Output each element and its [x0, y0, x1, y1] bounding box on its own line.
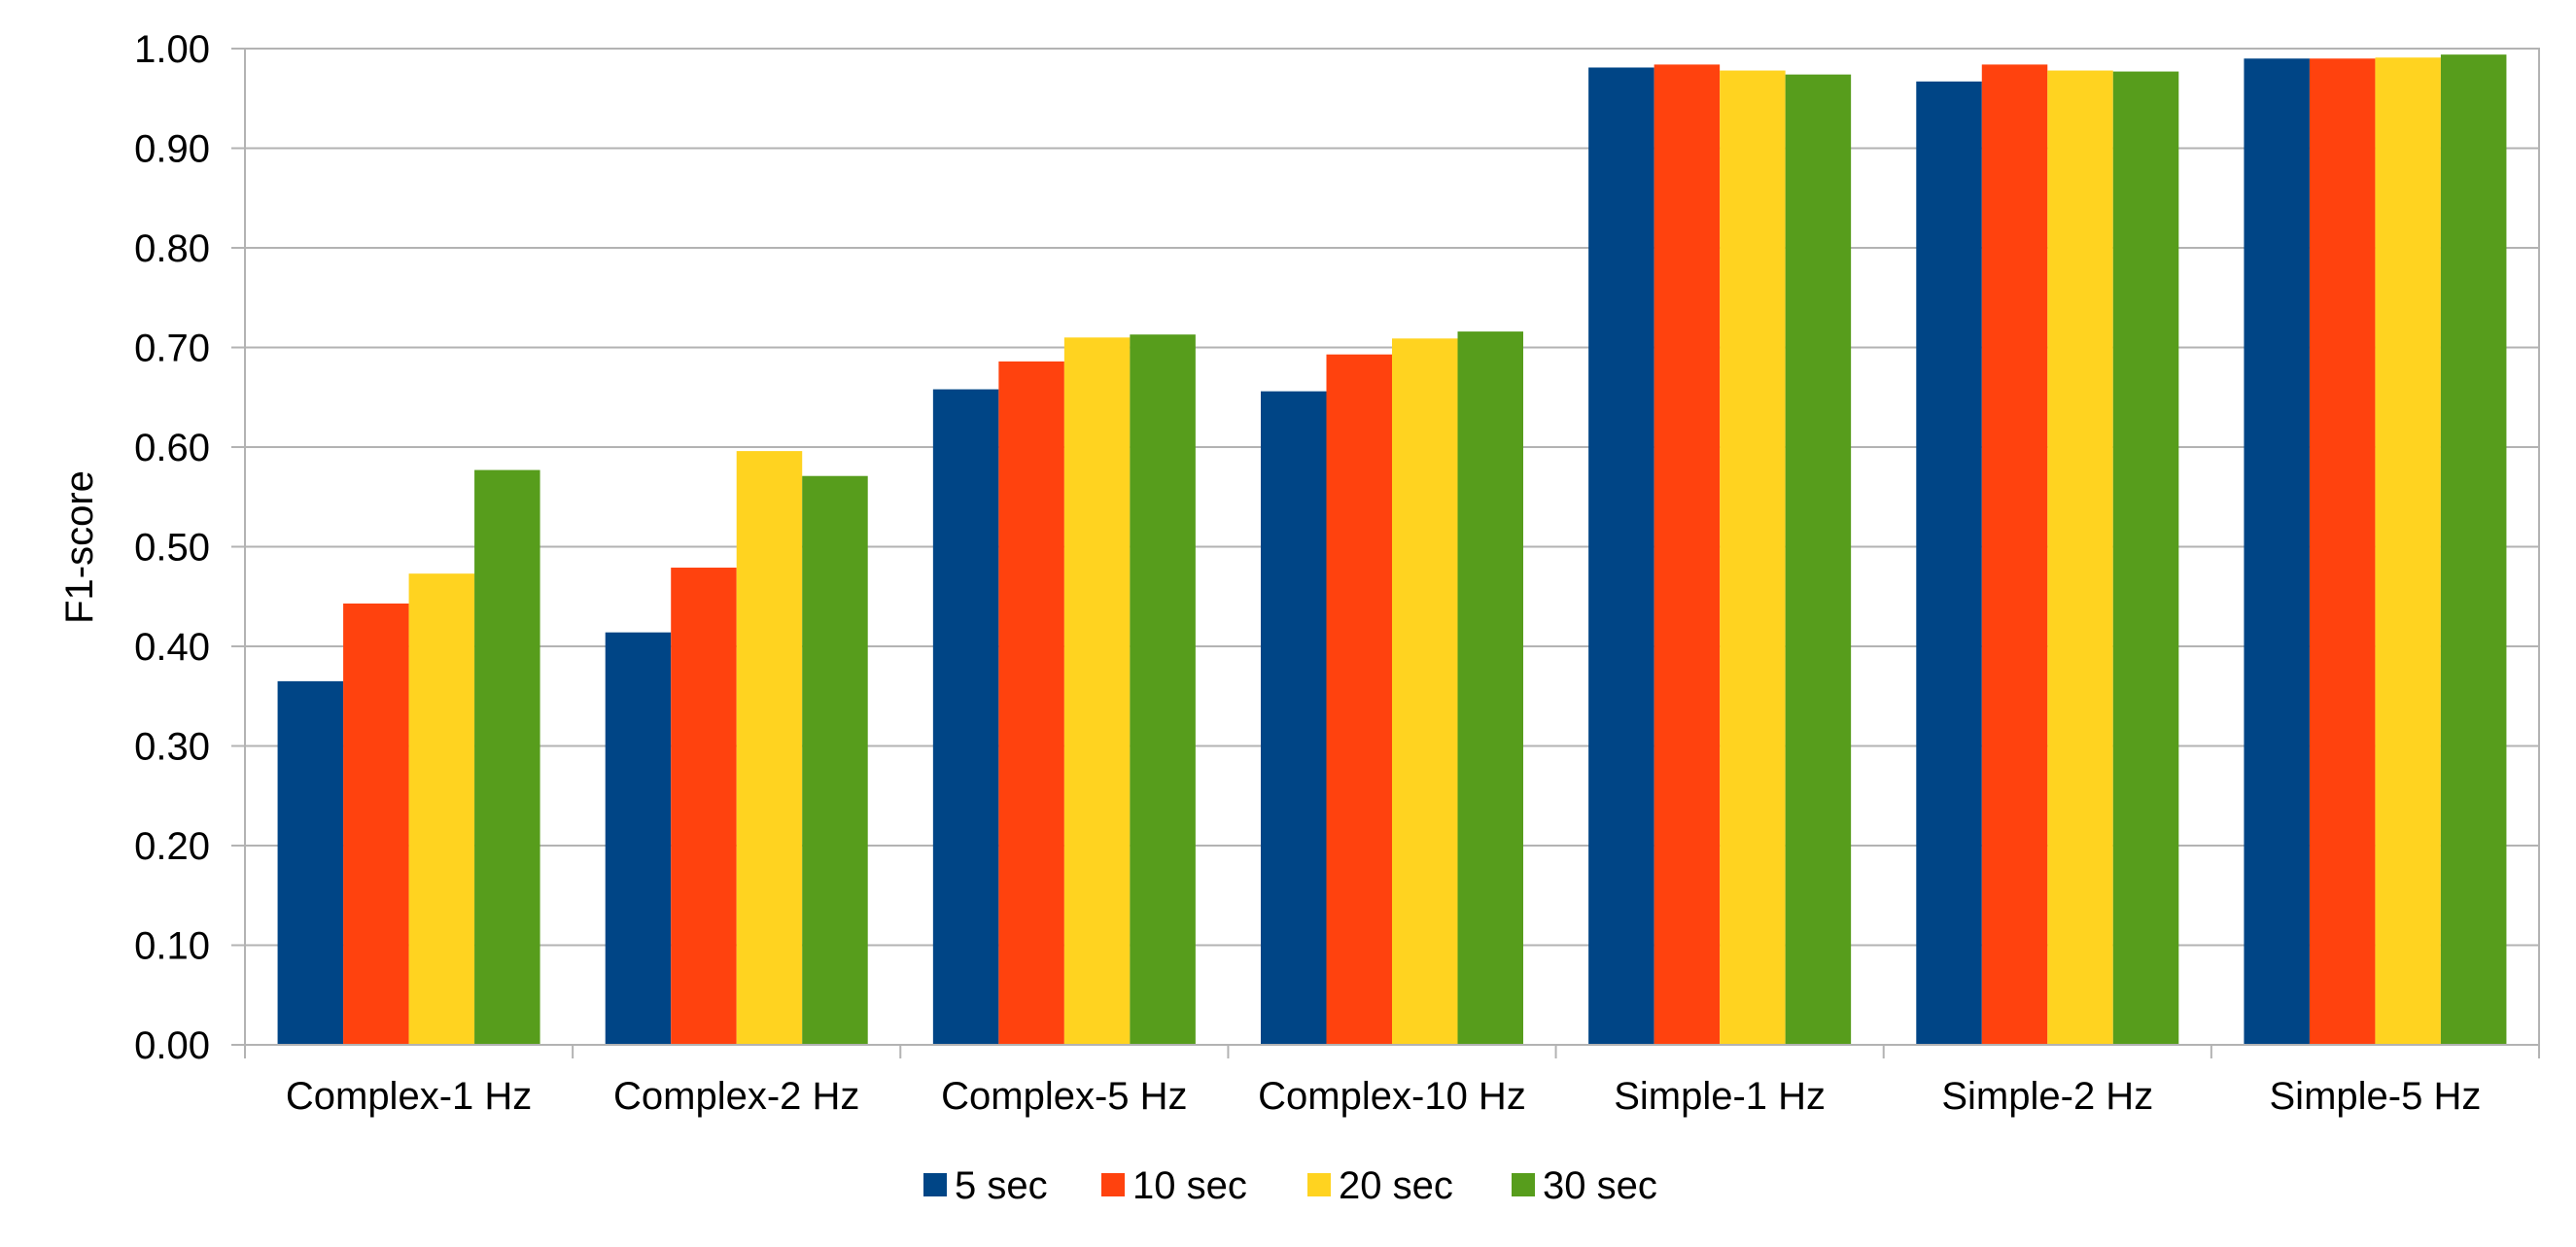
- legend-swatch: [1101, 1173, 1125, 1196]
- x-tick-label: Simple-5 Hz: [2270, 1075, 2482, 1118]
- y-tick-label: 0.90: [134, 128, 210, 171]
- bars: [277, 54, 2507, 1046]
- legend-label: 30 sec: [1543, 1164, 1657, 1207]
- y-tick-label: 0.30: [134, 726, 210, 769]
- bar: [671, 568, 737, 1045]
- x-tick-label: Simple-1 Hz: [1614, 1075, 1826, 1118]
- legend-swatch: [1512, 1173, 1535, 1196]
- axes: [231, 48, 2540, 1058]
- legend-label: 5 sec: [955, 1164, 1048, 1207]
- bar: [343, 603, 409, 1045]
- bar: [1326, 354, 1392, 1045]
- bar: [1981, 64, 2048, 1045]
- bar: [1654, 64, 1721, 1045]
- bar: [1916, 81, 1982, 1045]
- bar: [2047, 70, 2113, 1046]
- legend-swatch: [923, 1173, 947, 1196]
- y-axis-title: F1-score: [58, 470, 101, 624]
- x-tick-label: Complex-5 Hz: [941, 1075, 1187, 1118]
- bar: [1392, 338, 1458, 1045]
- bar: [408, 573, 475, 1045]
- y-tick-label: 0.00: [134, 1024, 210, 1067]
- bar: [736, 451, 803, 1046]
- x-tick-label: Complex-2 Hz: [613, 1075, 859, 1118]
- y-tick-label: 0.60: [134, 427, 210, 469]
- tick-labels: 0.00 0.10 0.20 0.30 0.40 0.50 0.60 0.70 0.80 0.90…: [134, 28, 2481, 1118]
- bar: [802, 475, 868, 1046]
- y-tick-label: 0.70: [134, 328, 210, 370]
- legend: 5 sec 10 sec 20 sec 30 sec: [923, 1164, 1657, 1207]
- bar: [1785, 74, 1852, 1045]
- y-tick-label: 0.50: [134, 527, 210, 570]
- bar: [2309, 58, 2376, 1045]
- bar: [277, 680, 344, 1045]
- x-tick-label: Complex-1 Hz: [286, 1075, 532, 1118]
- bar: [1261, 391, 1327, 1046]
- bar: [2112, 71, 2179, 1045]
- legend-label: 20 sec: [1339, 1164, 1453, 1207]
- legend-label: 10 sec: [1132, 1164, 1247, 1207]
- bar: [2375, 57, 2441, 1046]
- legend-swatch: [1307, 1173, 1331, 1196]
- bar: [605, 632, 672, 1045]
- bar: [1063, 337, 1131, 1045]
- plot-area-border: [244, 48, 2540, 1046]
- y-tick-label: 0.10: [134, 925, 210, 968]
- bar: [2244, 58, 2310, 1045]
- bar: [1130, 334, 1196, 1045]
- y-tick-label: 0.40: [134, 626, 210, 669]
- y-tick-label: 0.80: [134, 227, 210, 270]
- bar: [1457, 331, 1523, 1046]
- bar: [474, 469, 540, 1045]
- x-tick-label: Complex-10 Hz: [1258, 1075, 1526, 1118]
- y-tick-label: 0.20: [134, 825, 210, 868]
- y-tick-label: 1.00: [134, 28, 210, 71]
- bar: [2440, 54, 2507, 1045]
- bar: [998, 361, 1064, 1046]
- bar: [1720, 70, 1786, 1046]
- x-tick-label: Simple-2 Hz: [1941, 1075, 2153, 1118]
- bar: [932, 389, 999, 1045]
- bar: [1588, 67, 1654, 1046]
